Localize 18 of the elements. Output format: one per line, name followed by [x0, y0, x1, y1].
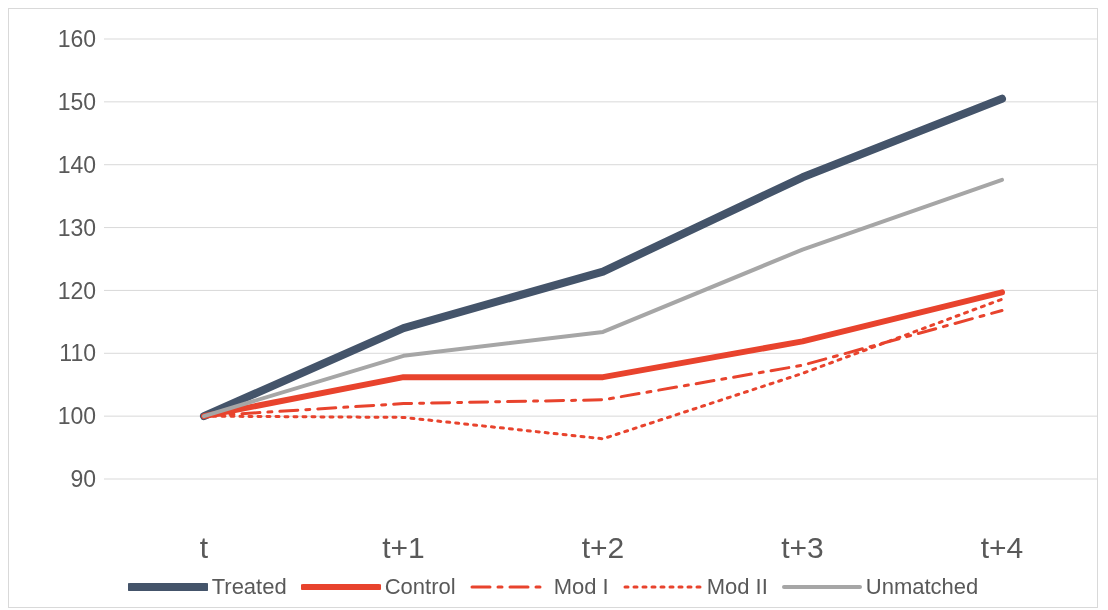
legend-label: Control	[384, 574, 456, 600]
legend-label: Unmatched	[865, 574, 979, 600]
y-tick-label: 140	[57, 151, 96, 178]
y-tick-label: 130	[57, 214, 96, 241]
y-tick-label: 120	[57, 277, 96, 304]
x-tick-label: t+1	[382, 531, 425, 565]
x-tick-label: t+3	[781, 531, 824, 565]
y-tick-label: 100	[57, 403, 96, 430]
y-tick-label: 150	[57, 89, 96, 116]
legend-label: Treated	[211, 574, 287, 600]
x-tick-label: t+2	[581, 531, 625, 565]
x-tick-label: t+4	[980, 531, 1024, 565]
legend-label: Mod II	[706, 574, 768, 600]
y-tick-label: 110	[59, 340, 96, 367]
y-tick-label: 90	[70, 466, 96, 493]
legend-label: Mod I	[553, 574, 609, 600]
y-tick-label: 160	[57, 26, 96, 53]
x-tick-label: t	[199, 531, 209, 565]
